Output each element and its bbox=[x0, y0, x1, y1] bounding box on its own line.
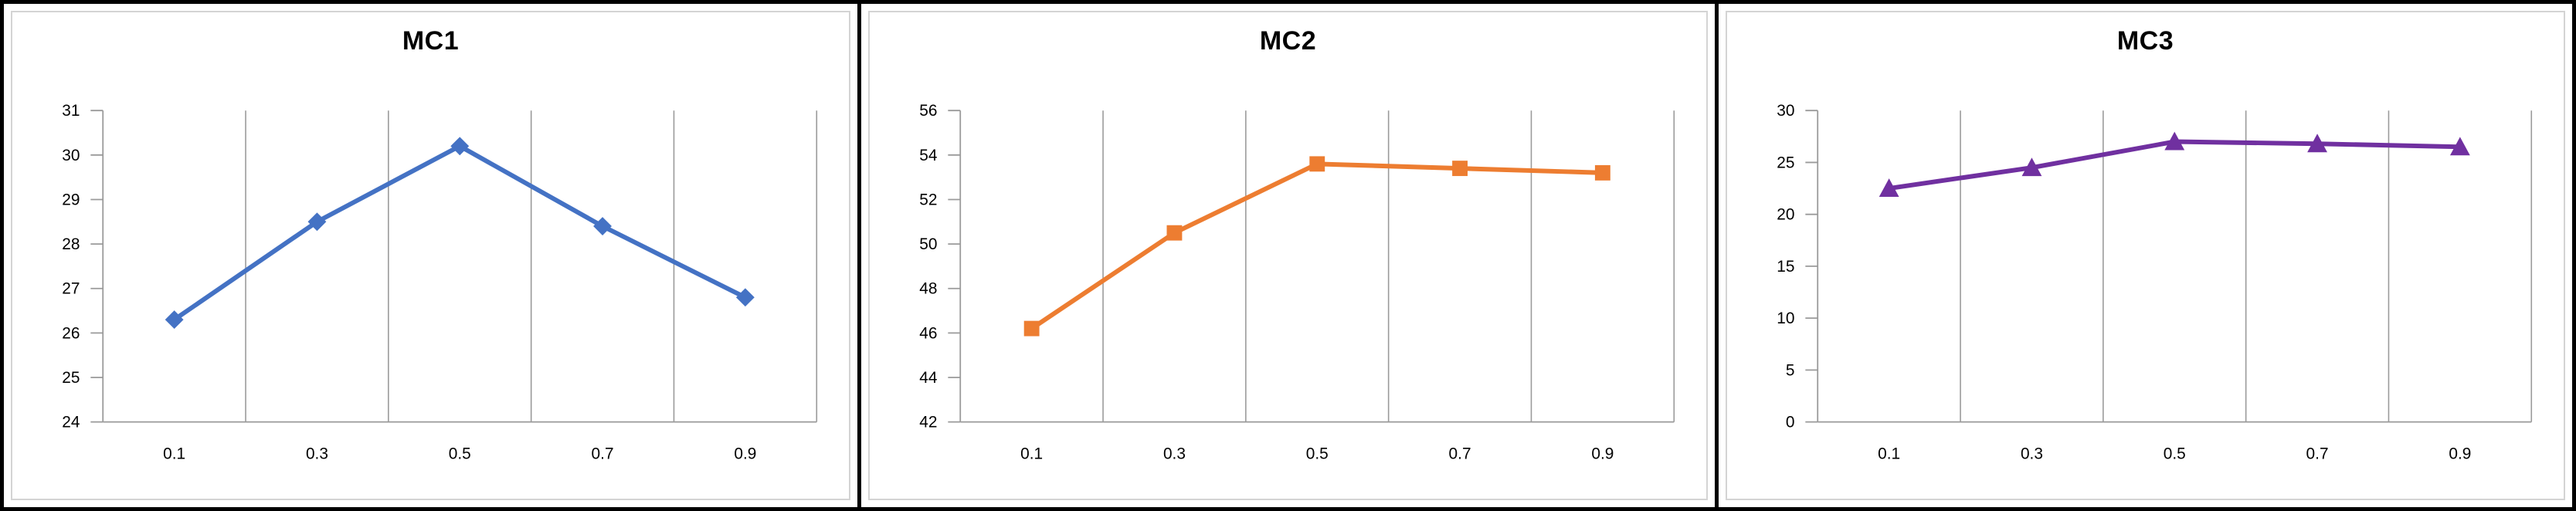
chart-svg-mc2: 42 44 46 48 50 52 54 56 0.1 0.3 0.5 0.7 0.9 bbox=[919, 102, 1675, 462]
panel-divider-2 bbox=[1715, 4, 1719, 507]
y-axis-tick-label: 28 bbox=[62, 235, 80, 253]
y-axis-tick-label: 26 bbox=[62, 324, 80, 342]
data-point-marker bbox=[593, 217, 612, 235]
y-axis-tick-label: 30 bbox=[1777, 102, 1794, 120]
data-point-marker bbox=[1023, 320, 1040, 337]
y-axis-tick-label: 56 bbox=[919, 102, 937, 120]
y-axis-tick-label: 54 bbox=[919, 147, 937, 164]
data-point-marker bbox=[450, 137, 470, 156]
y-axis-tick-label: 31 bbox=[62, 102, 80, 120]
x-axis-tick-label: 0.7 bbox=[592, 445, 614, 462]
y-axis-tick-label: 42 bbox=[919, 414, 937, 431]
chart-panel-mc2: MC2 42 44 46 48 50 52 54 56 0.1 0.3 0.5 0.7 0.9 bbox=[861, 4, 1715, 507]
series-line bbox=[172, 143, 747, 322]
data-point-marker bbox=[2021, 157, 2042, 177]
chart-panel-mc3: MC3 0 5 10 15 20 25 30 0.1 0.3 0.5 0.7 0.9 bbox=[1719, 4, 2572, 507]
x-axis-tick-label: 0.7 bbox=[1449, 445, 1471, 462]
data-point-marker bbox=[735, 288, 755, 307]
x-axis-tick-label: 0.7 bbox=[2306, 445, 2329, 462]
chart-svg-mc3: 0 5 10 15 20 25 30 0.1 0.3 0.5 0.7 0.9 bbox=[1777, 102, 2533, 462]
x-axis-tick-label: 0.9 bbox=[1591, 445, 1614, 462]
y-axis-tick-label: 48 bbox=[919, 280, 937, 298]
y-axis-tick-label: 50 bbox=[919, 235, 937, 253]
x-axis-tick-label: 0.1 bbox=[1878, 445, 1900, 462]
x-axis-tick-label: 0.1 bbox=[163, 445, 185, 462]
y-axis-tick-label: 0 bbox=[1786, 414, 1795, 431]
data-point-marker bbox=[2449, 137, 2470, 156]
y-axis-tick-label: 10 bbox=[1777, 310, 1794, 327]
y-axis-tick-label: 20 bbox=[1777, 206, 1794, 224]
y-axis-tick-label: 29 bbox=[62, 191, 80, 208]
plot-area-mc2: 42 44 46 48 50 52 54 56 0.1 0.3 0.5 0.7 0.9 bbox=[870, 12, 1706, 499]
chart-title-mc1: MC1 bbox=[402, 26, 460, 56]
y-axis-tick-label: 44 bbox=[919, 369, 937, 387]
x-axis-tick-label: 0.5 bbox=[449, 445, 471, 462]
data-point-marker bbox=[1594, 164, 1610, 181]
y-axis-tick-label: 30 bbox=[62, 147, 80, 164]
y-axis-tick-label: 27 bbox=[62, 280, 80, 298]
chart-plot-frame-mc3: MC3 0 5 10 15 20 25 30 0.1 0.3 0.5 0.7 0.9 bbox=[1726, 11, 2565, 500]
y-axis-tick-label: 15 bbox=[1777, 258, 1794, 276]
plot-area-mc3: 0 5 10 15 20 25 30 0.1 0.3 0.5 0.7 0.9 bbox=[1727, 12, 2564, 499]
x-axis-tick-label: 0.5 bbox=[2164, 445, 2186, 462]
data-point-marker bbox=[1309, 156, 1325, 172]
data-point-marker bbox=[1879, 178, 1899, 198]
x-axis-tick-label: 0.5 bbox=[1306, 445, 1329, 462]
x-axis-tick-label: 0.3 bbox=[2021, 445, 2043, 462]
series-line bbox=[1030, 161, 1603, 331]
x-axis-tick-label: 0.3 bbox=[1163, 445, 1186, 462]
y-axis-tick-label: 5 bbox=[1786, 361, 1795, 379]
x-axis-tick-label: 0.1 bbox=[1020, 445, 1043, 462]
plot-area-mc1: 24 25 26 27 28 29 30 31 0.1 0.3 0.5 0.7 0.9 bbox=[12, 12, 849, 499]
y-axis-tick-label: 25 bbox=[1777, 154, 1794, 171]
data-point-marker bbox=[2307, 134, 2327, 153]
data-point-marker bbox=[1166, 225, 1183, 241]
chart-title-mc3: MC3 bbox=[2116, 26, 2174, 56]
y-axis-tick-label: 25 bbox=[62, 369, 80, 387]
panel-divider-1 bbox=[857, 4, 861, 507]
data-point-marker bbox=[307, 212, 327, 232]
chart-plot-frame-mc1: MC1 24 25 26 27 28 29 30 31 0.1 0.3 0.5 0.7 0.9 bbox=[11, 11, 850, 500]
y-axis-tick-label: 46 bbox=[919, 324, 937, 342]
chart-title-mc2: MC2 bbox=[1259, 26, 1317, 56]
y-axis-tick-label: 24 bbox=[62, 414, 80, 431]
data-point-marker bbox=[2164, 131, 2185, 151]
x-axis-tick-label: 0.3 bbox=[306, 445, 328, 462]
x-axis-tick-label: 0.9 bbox=[2449, 445, 2471, 462]
data-point-marker bbox=[1452, 161, 1468, 177]
chart-plot-frame-mc2: MC2 42 44 46 48 50 52 54 56 0.1 0.3 0.5 0.7 0.9 bbox=[868, 11, 1708, 500]
chart-panel-mc1: MC1 24 25 26 27 28 29 30 31 0.1 0.3 0.5 0.7 0.9 bbox=[4, 4, 857, 507]
chart-svg-mc1: 24 25 26 27 28 29 30 31 0.1 0.3 0.5 0.7 0.9 bbox=[62, 102, 818, 462]
x-axis-tick-label: 0.9 bbox=[734, 445, 756, 462]
y-axis-tick-label: 52 bbox=[919, 191, 937, 208]
